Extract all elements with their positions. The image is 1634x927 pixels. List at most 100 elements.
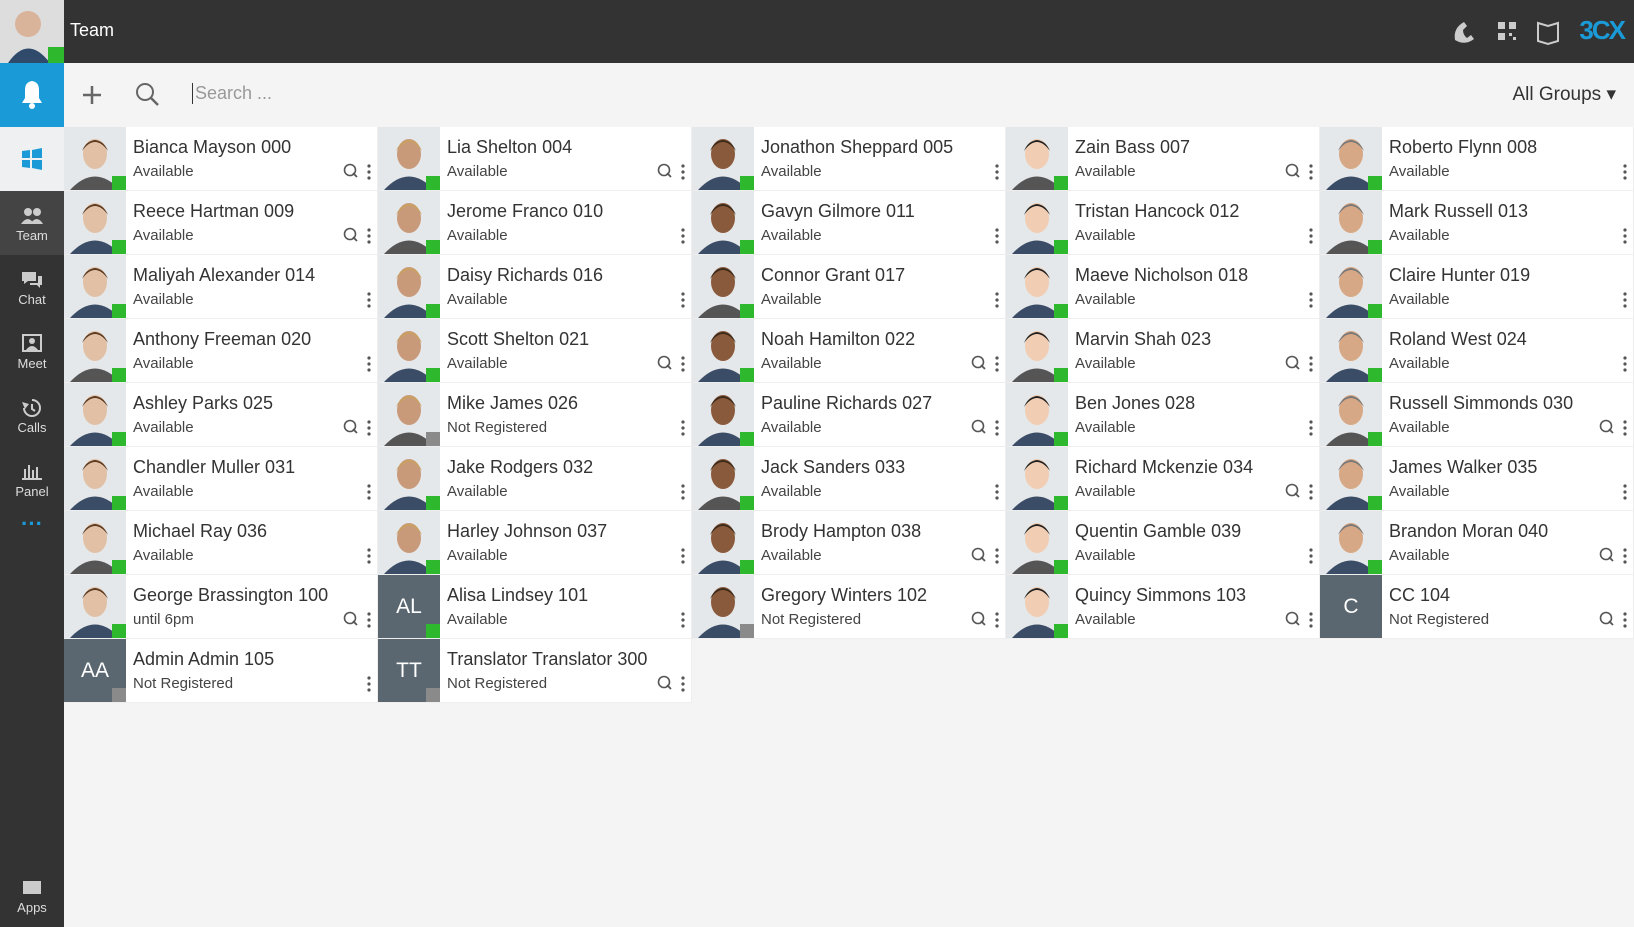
more-menu[interactable] (681, 611, 685, 629)
more-menu[interactable] (1623, 611, 1627, 629)
more-menu[interactable] (1309, 547, 1313, 565)
contact-card[interactable]: Harley Johnson 037 Available (378, 511, 692, 575)
more-menu[interactable] (367, 355, 371, 373)
my-avatar[interactable] (0, 0, 64, 63)
more-menu[interactable] (995, 419, 999, 437)
nav-item[interactable]: Meet (0, 319, 64, 383)
more-menu[interactable] (1623, 355, 1627, 373)
contact-card[interactable]: TT Translator Translator 300 Not Registere… (378, 639, 692, 703)
contact-card[interactable]: Richard Mckenzie 034 Available (1006, 447, 1320, 511)
more-menu[interactable] (367, 611, 371, 629)
more-menu[interactable] (1309, 419, 1313, 437)
contact-card[interactable]: Scott Shelton 021 Available (378, 319, 692, 383)
add-button[interactable] (80, 83, 104, 107)
more-menu[interactable] (681, 291, 685, 309)
more-menu[interactable] (367, 419, 371, 437)
more-menu[interactable] (367, 547, 371, 565)
contact-card[interactable]: Ben Jones 028 Available (1006, 383, 1320, 447)
contact-card[interactable]: Russell Simmonds 030 Available (1320, 383, 1634, 447)
more-menu[interactable] (995, 227, 999, 245)
contact-card[interactable]: Lia Shelton 004 Available (378, 127, 692, 191)
contact-card[interactable]: Ashley Parks 025 Available (64, 383, 378, 447)
more-menu[interactable] (681, 227, 685, 245)
contact-card[interactable]: Gregory Winters 102 Not Registered (692, 575, 1006, 639)
more-menu[interactable] (995, 355, 999, 373)
contact-card[interactable]: Claire Hunter 019 Available (1320, 255, 1634, 319)
apps[interactable]: Apps (0, 863, 64, 927)
more-menu[interactable] (1623, 547, 1627, 565)
nav-item[interactable]: Team (0, 191, 64, 255)
contact-card[interactable]: Bianca Mayson 000 Available (64, 127, 378, 191)
more-menu[interactable] (995, 163, 999, 181)
more-menu[interactable] (1309, 291, 1313, 309)
contact-card[interactable]: Gavyn Gilmore 011 Available (692, 191, 1006, 255)
more-menu[interactable] (995, 547, 999, 565)
more-menu[interactable] (1309, 483, 1313, 501)
more-menu[interactable] (1623, 483, 1627, 501)
more-menu[interactable] (367, 483, 371, 501)
contact-card[interactable]: Anthony Freeman 020 Available (64, 319, 378, 383)
contact-card[interactable]: Roland West 024 Available (1320, 319, 1634, 383)
more-menu[interactable] (1623, 227, 1627, 245)
contact-card[interactable]: Roberto Flynn 008 Available (1320, 127, 1634, 191)
contact-card[interactable]: AL Alisa Lindsey 101 Available (378, 575, 692, 639)
nav-item[interactable]: Chat (0, 255, 64, 319)
contact-card[interactable]: Zain Bass 007 Available (1006, 127, 1320, 191)
contact-card[interactable]: Quentin Gamble 039 Available (1006, 511, 1320, 575)
more-menu[interactable] (1309, 611, 1313, 629)
more-menu[interactable] (1309, 227, 1313, 245)
more-menu[interactable] (681, 419, 685, 437)
contact-card[interactable]: Pauline Richards 027 Available (692, 383, 1006, 447)
more-menu[interactable] (681, 355, 685, 373)
groups-dropdown[interactable]: All Groups ▾ (1512, 84, 1616, 105)
contact-card[interactable]: Jake Rodgers 032 Available (378, 447, 692, 511)
nav-item[interactable]: Calls (0, 383, 64, 447)
more-menu[interactable] (367, 227, 371, 245)
notifications[interactable] (0, 63, 64, 127)
more-menu[interactable] (367, 675, 371, 693)
contact-card[interactable]: Brandon Moran 040 Available (1320, 511, 1634, 575)
contact-card[interactable]: Mark Russell 013 Available (1320, 191, 1634, 255)
contact-card[interactable]: Daisy Richards 016 Available (378, 255, 692, 319)
more-menu[interactable] (1623, 291, 1627, 309)
contact-card[interactable]: George Brassington 100 until 6pm (64, 575, 378, 639)
contact-card[interactable]: Noah Hamilton 022 Available (692, 319, 1006, 383)
nav-item[interactable]: Panel (0, 447, 64, 511)
more-menu[interactable] (367, 291, 371, 309)
more-menu[interactable] (367, 163, 371, 181)
contact-card[interactable]: Tristan Hancock 012 Available (1006, 191, 1320, 255)
more-menu[interactable] (995, 483, 999, 501)
contact-card[interactable]: James Walker 035 Available (1320, 447, 1634, 511)
contact-card[interactable]: Quincy Simmons 103 Available (1006, 575, 1320, 639)
contact-card[interactable]: Maliyah Alexander 014 Available (64, 255, 378, 319)
more-menu[interactable] (1309, 163, 1313, 181)
more-menu[interactable] (1623, 419, 1627, 437)
more-menu[interactable] (995, 611, 999, 629)
windows-app[interactable] (0, 127, 64, 191)
more-menu[interactable] (681, 547, 685, 565)
more-menu[interactable] (1309, 355, 1313, 373)
more-menu[interactable] (681, 675, 685, 693)
contact-card[interactable]: C CC 104 Not Registered (1320, 575, 1634, 639)
contact-card[interactable]: Jack Sanders 033 Available (692, 447, 1006, 511)
contact-card[interactable]: AA Admin Admin 105 Not Registered (64, 639, 378, 703)
contact-card[interactable]: Jonathon Sheppard 005 Available (692, 127, 1006, 191)
contact-card[interactable]: Maeve Nicholson 018 Available (1006, 255, 1320, 319)
search-input[interactable]: Search ... (192, 83, 272, 104)
contact-card[interactable]: Connor Grant 017 Available (692, 255, 1006, 319)
more-menu[interactable] (1623, 163, 1627, 181)
book-icon[interactable] (1537, 21, 1559, 46)
contact-card[interactable]: Marvin Shah 023 Available (1006, 319, 1320, 383)
more-menu[interactable] (995, 291, 999, 309)
phone-icon[interactable] (1454, 22, 1474, 43)
contact-card[interactable]: Jerome Franco 010 Available (378, 191, 692, 255)
more[interactable]: ··· (21, 511, 43, 536)
qr-icon[interactable] (1498, 22, 1516, 40)
contact-card[interactable]: Brody Hampton 038 Available (692, 511, 1006, 575)
contact-card[interactable]: Michael Ray 036 Available (64, 511, 378, 575)
more-menu[interactable] (681, 163, 685, 181)
contact-card[interactable]: Chandler Muller 031 Available (64, 447, 378, 511)
contact-card[interactable]: Mike James 026 Not Registered (378, 383, 692, 447)
more-menu[interactable] (681, 483, 685, 501)
contact-card[interactable]: Reece Hartman 009 Available (64, 191, 378, 255)
